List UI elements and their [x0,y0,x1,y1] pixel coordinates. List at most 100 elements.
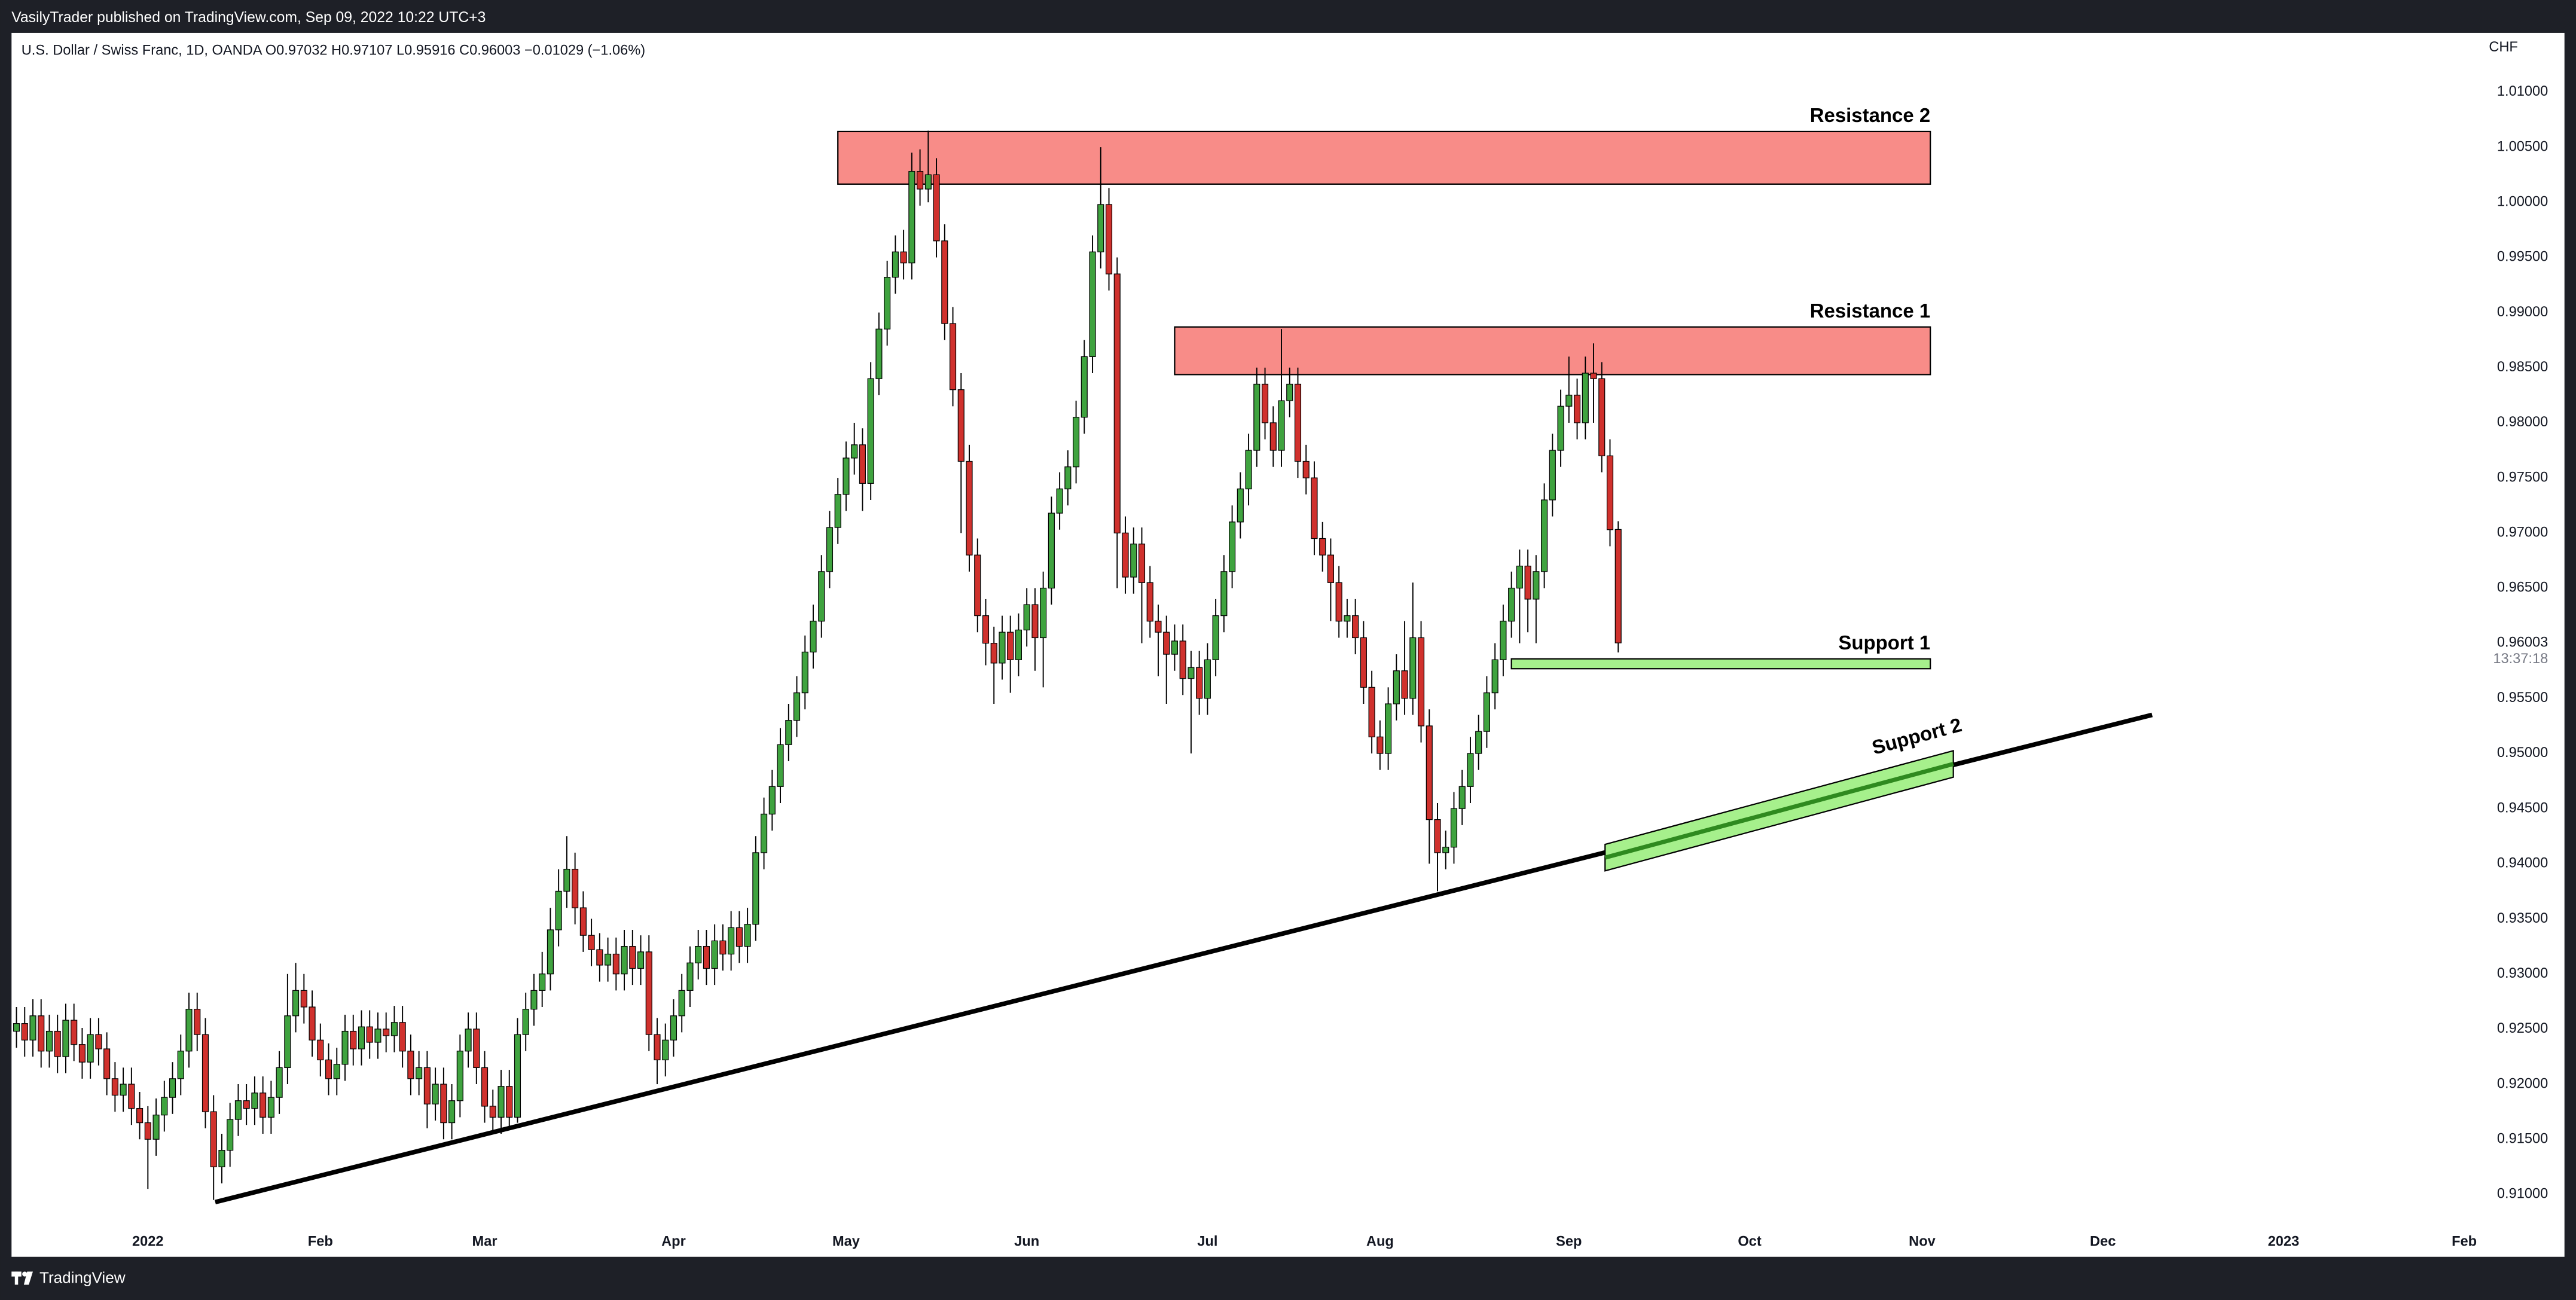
y-tick-label: 0.98500 [2497,359,2548,375]
candle-body [1458,786,1466,809]
candle-body [1533,571,1540,600]
candle-body [1500,621,1507,660]
candle-body [908,171,915,264]
candle-body [834,494,841,528]
candle-body [1335,582,1342,622]
candle-body [465,1029,472,1052]
candle-body [686,962,694,991]
candle-body [547,929,554,975]
candle-body [670,1015,677,1040]
candle-body [1311,477,1318,539]
candle-body [1352,615,1359,639]
candle-body [95,1034,102,1049]
candle-body [612,953,619,975]
candle-body [1319,538,1326,556]
candle-body [768,786,776,815]
candle-body [276,1067,283,1098]
candle-body [218,1150,225,1167]
candle-body [957,389,965,462]
candle-body [1541,499,1548,572]
candle-body [703,945,710,969]
candle-body [456,1051,463,1101]
candle-body [473,1029,480,1069]
candle-body [1360,637,1367,688]
candle-body [423,1067,431,1104]
publisher: VasilyTrader published on TradingView.co… [11,10,486,26]
candle-body [341,1030,349,1065]
candle-body [202,1034,209,1112]
candle-body [1598,378,1606,456]
y-tick-label: 0.91500 [2497,1131,2548,1146]
y-tick-label: 0.95000 [2497,745,2548,761]
candle-body [317,1039,324,1061]
zone-label: Support 1 [1838,631,1930,654]
candle-body [358,1026,365,1049]
candle-body [900,251,907,264]
x-tick-label: Dec [2090,1234,2116,1249]
x-tick-label: 2023 [2268,1234,2300,1249]
candle-body [374,1029,381,1043]
candle-body [169,1078,176,1098]
candle-body [432,1084,439,1104]
logo-slash [23,1271,33,1285]
x-tick-label: 2022 [132,1234,164,1249]
candle-body [572,868,579,908]
candle-body [678,990,685,1017]
candle-body [38,1015,45,1052]
candle-body [383,1029,390,1036]
candle-body [719,940,727,955]
candle-body [1229,521,1236,572]
candle-body [530,990,538,1010]
candle-body [1007,631,1014,660]
candle-body [1155,621,1162,633]
candle-body [892,251,899,278]
zone [837,130,1931,185]
candle-body [1278,400,1285,451]
candle-body [300,990,307,1008]
channel-line [1604,762,1954,860]
y-tick-label: 0.95500 [2497,690,2548,706]
candle-body [210,1111,217,1167]
candle-body [161,1097,168,1116]
currency: CHF [2489,39,2518,55]
candle-body [949,323,957,390]
candle-body [728,927,735,955]
zone [1174,326,1931,376]
candle-body [399,1022,406,1052]
candle-body [136,1107,144,1124]
candle-body [851,444,858,459]
candle-body [999,631,1006,664]
x-tick-label: Jun [1014,1234,1039,1249]
candle-body [826,527,834,572]
x-tick-label: Feb [308,1234,333,1249]
candle-body [416,1067,423,1079]
candle-body [1220,571,1228,617]
candle-body [933,174,940,242]
candle-body [1508,587,1515,622]
candle-body [514,1034,521,1118]
candle-body [588,935,595,950]
candle-body [1385,703,1392,754]
candle-body [621,945,628,975]
candle-body [735,927,743,947]
candle-body [350,1030,357,1049]
zone-label: Resistance 2 [1810,104,1931,126]
candle-body [1302,460,1310,478]
candle-body [243,1100,250,1109]
candle-body [711,940,718,969]
candle-body [818,571,825,622]
candle-body [440,1084,447,1124]
candle-body [1204,659,1211,699]
candle-body [645,951,652,1035]
candle-body [1376,736,1384,754]
candle-body [1590,373,1597,379]
candle-body [1573,395,1581,423]
x-tick-label: Apr [661,1234,686,1249]
candle-body [1031,604,1039,639]
candle-body [522,1009,529,1035]
candle-body [1557,405,1564,451]
y-tick-label: 0.98000 [2497,414,2548,430]
y-tick-label: 0.99500 [2497,249,2548,265]
candle-body [78,1044,86,1063]
